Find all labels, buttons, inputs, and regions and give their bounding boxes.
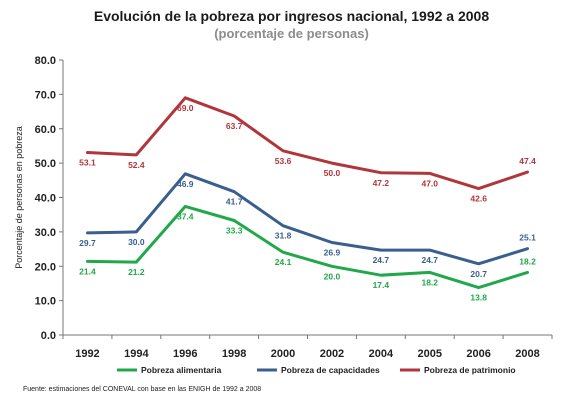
data-label: 18.2 bbox=[519, 256, 536, 266]
series-line bbox=[86, 96, 529, 191]
data-label: 13.8 bbox=[470, 293, 487, 303]
x-tick-label: 2005 bbox=[418, 348, 442, 360]
data-label: 46.9 bbox=[177, 179, 194, 189]
data-label: 50.0 bbox=[324, 168, 341, 178]
y-tick-label: 60.0 bbox=[35, 124, 56, 136]
x-tick-label: 2004 bbox=[369, 348, 394, 360]
y-axis-label: Porcentaje de personas en pobreza bbox=[14, 126, 24, 269]
data-label: 24.7 bbox=[373, 255, 390, 265]
data-label: 41.7 bbox=[226, 197, 243, 207]
data-label: 24.1 bbox=[275, 257, 292, 267]
x-tick-label: 2006 bbox=[466, 348, 490, 360]
x-tick-label: 2000 bbox=[271, 348, 295, 360]
y-tick-label: 80.0 bbox=[35, 55, 56, 67]
y-tick-label: 0.0 bbox=[41, 330, 56, 342]
data-label: 42.6 bbox=[470, 194, 487, 204]
data-label: 25.1 bbox=[519, 233, 536, 243]
legend-label: Pobreza alimentaria bbox=[141, 365, 222, 375]
legend-label: Pobreza de patrimonio bbox=[424, 365, 516, 375]
data-label: 20.7 bbox=[470, 269, 487, 279]
data-label: 24.7 bbox=[421, 255, 438, 265]
y-tick-label: 30.0 bbox=[35, 227, 56, 239]
data-label: 52.4 bbox=[128, 160, 145, 170]
chart-subtitle: (porcentaje de personas) bbox=[214, 26, 369, 41]
data-label: 18.2 bbox=[421, 277, 438, 287]
data-label: 17.4 bbox=[373, 280, 390, 290]
legend-label: Pobreza de capacidades bbox=[281, 365, 380, 375]
data-label: 53.6 bbox=[275, 156, 292, 166]
data-label: 20.0 bbox=[324, 271, 341, 281]
series-line bbox=[86, 172, 529, 266]
x-tick-label: 2002 bbox=[320, 348, 344, 360]
data-label: 47.2 bbox=[373, 178, 390, 188]
x-tick-label: 1996 bbox=[173, 348, 197, 360]
x-tick-label: 1998 bbox=[222, 348, 246, 360]
y-tick-label: 70.0 bbox=[35, 89, 56, 101]
data-label: 26.9 bbox=[324, 248, 341, 258]
x-tick-label: 2008 bbox=[515, 348, 539, 360]
data-label: 29.7 bbox=[79, 238, 96, 248]
data-label: 63.7 bbox=[226, 121, 243, 131]
data-label: 31.8 bbox=[275, 231, 292, 241]
chart-title: Evolución de la pobreza por ingresos nac… bbox=[93, 8, 490, 24]
data-label: 47.4 bbox=[519, 156, 536, 166]
data-label: 69.0 bbox=[177, 103, 194, 113]
data-label: 33.3 bbox=[226, 226, 243, 236]
data-label: 47.0 bbox=[421, 178, 438, 188]
y-tick-label: 50.0 bbox=[35, 158, 56, 170]
data-label: 30.0 bbox=[128, 237, 145, 247]
x-tick-label: 1992 bbox=[75, 348, 99, 360]
data-label: 53.1 bbox=[79, 157, 96, 167]
data-label: 37.4 bbox=[177, 211, 194, 221]
data-label: 21.4 bbox=[79, 266, 96, 276]
y-tick-label: 40.0 bbox=[35, 193, 56, 205]
series-line bbox=[86, 204, 529, 290]
source-note: Fuente: estimaciones del CONEVAL con bas… bbox=[23, 386, 262, 393]
data-label: 21.2 bbox=[128, 267, 145, 277]
y-tick-label: 10.0 bbox=[35, 296, 56, 308]
y-tick-label: 20.0 bbox=[35, 261, 56, 273]
x-tick-label: 1994 bbox=[124, 348, 149, 360]
